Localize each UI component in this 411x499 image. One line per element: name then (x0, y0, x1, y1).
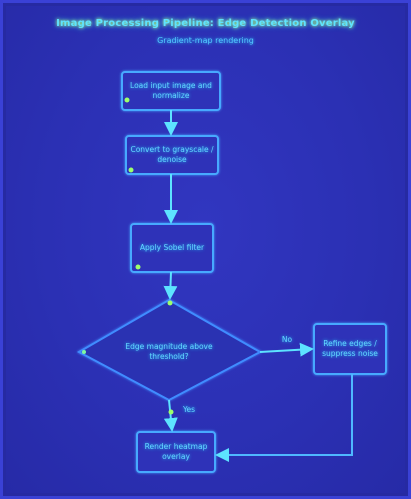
node-glint (82, 350, 86, 354)
node-glint (168, 409, 174, 415)
process-box-refine (313, 323, 387, 375)
node-label-filter: Apply Sobel filter (139, 243, 205, 252)
diagram-subtitle: Gradient-map rendering (157, 36, 254, 45)
node-label-decision: Edge magnitude above threshold? (125, 342, 213, 361)
node-glint (128, 167, 134, 173)
process-box-filter (130, 223, 214, 273)
node-label-load: Load input image and normalize (130, 81, 212, 100)
diagram-title: Image Processing Pipeline: Edge Detectio… (56, 18, 355, 29)
node-label-render: Render heatmap overlay (144, 442, 208, 461)
node-glint (167, 300, 173, 306)
node-label-preprocess: Convert to grayscale / denoise (130, 145, 214, 164)
edge-decision-to-render (163, 399, 178, 432)
edge-filter-to-decision (163, 271, 178, 300)
edge-label-no: No (281, 335, 293, 344)
edge-decision-to-refine (259, 342, 314, 357)
node-glint (135, 264, 141, 270)
edge-label-yes: Yes (182, 405, 196, 414)
node-glint (124, 97, 130, 103)
edge-refine-to-render (215, 374, 353, 462)
node-label-refine: Refine edges / suppress noise (322, 339, 378, 358)
